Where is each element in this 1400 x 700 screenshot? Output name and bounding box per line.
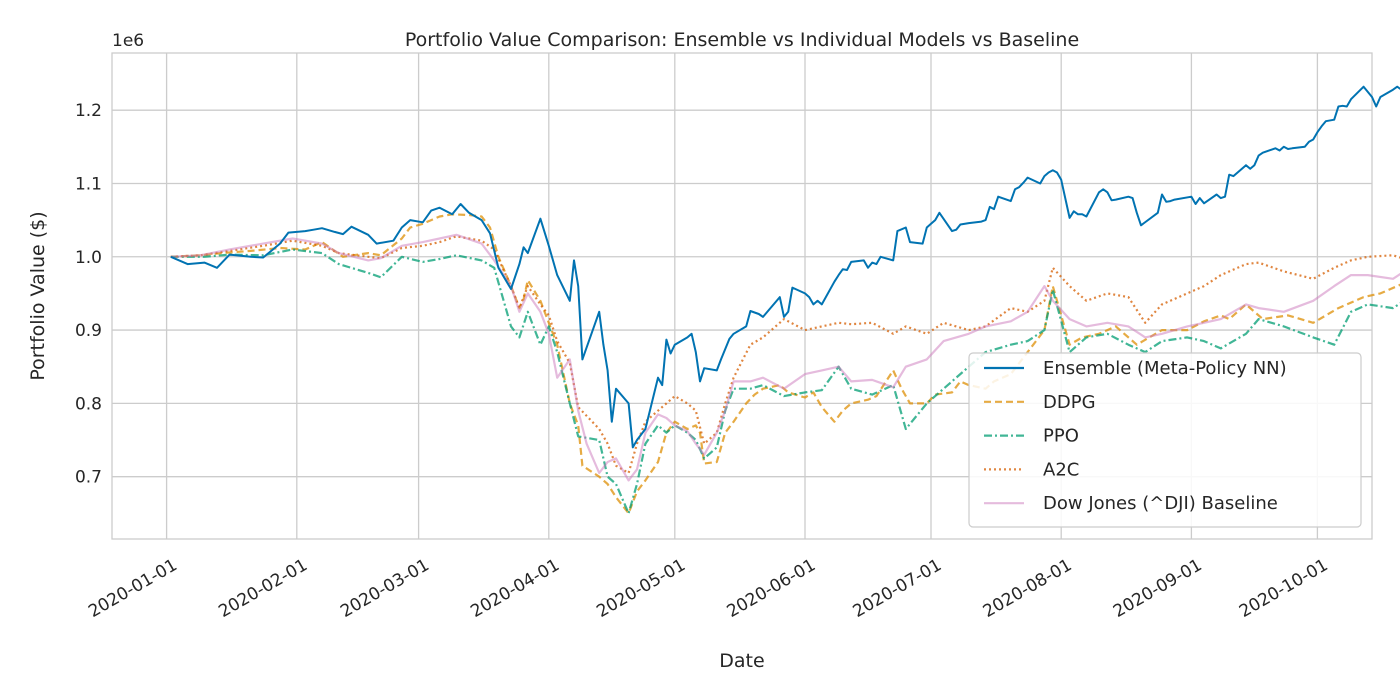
x-tick-label: 2020-04-01 xyxy=(467,555,563,622)
x-tick-label: 2020-09-01 xyxy=(1110,555,1206,622)
series-line-2 xyxy=(170,248,1400,515)
y-tick-label: 1.0 xyxy=(75,248,102,268)
legend-label-0: Ensemble (Meta-Policy NN) xyxy=(1043,358,1287,379)
chart-title: Portfolio Value Comparison: Ensemble vs … xyxy=(405,29,1079,51)
x-tick-label: 2020-06-01 xyxy=(724,555,820,622)
y-tick-label: 1.1 xyxy=(75,174,102,194)
x-axis-title: Date xyxy=(719,650,764,672)
x-tick-label: 2020-05-01 xyxy=(593,555,689,622)
y-tick-label: 0.8 xyxy=(75,394,102,414)
x-tick-label: 2020-08-01 xyxy=(980,555,1076,622)
x-tick-label: 2020-01-01 xyxy=(85,555,181,622)
legend-box xyxy=(968,352,1362,528)
y-tick-label: 0.7 xyxy=(75,468,102,488)
legend: Ensemble (Meta-Policy NN) DDPG PPO A2C Dow J… xyxy=(968,352,1362,528)
x-tick-label: 2020-07-01 xyxy=(850,555,946,622)
legend-label-4: Dow Jones (^DJI) Baseline xyxy=(1043,493,1278,514)
series-line-0 xyxy=(170,85,1400,449)
series-lines xyxy=(170,85,1400,515)
series-line-3 xyxy=(170,235,1400,475)
series-line-1 xyxy=(170,213,1400,515)
y-offset-label: 1e6 xyxy=(112,31,144,51)
x-tick-label: 2020-03-01 xyxy=(337,555,433,622)
y-tick-label: 1.2 xyxy=(75,101,102,121)
legend-label-2: PPO xyxy=(1043,426,1079,447)
y-axis-title: Portfolio Value ($) xyxy=(27,211,49,380)
x-tick-label: 2020-02-01 xyxy=(215,555,311,622)
x-tick-label: 2020-10-01 xyxy=(1236,555,1332,622)
legend-label-1: DDPG xyxy=(1043,392,1096,413)
y-tick-label: 0.9 xyxy=(75,321,102,341)
legend-label-3: A2C xyxy=(1043,459,1079,480)
series-line-4 xyxy=(170,233,1400,482)
